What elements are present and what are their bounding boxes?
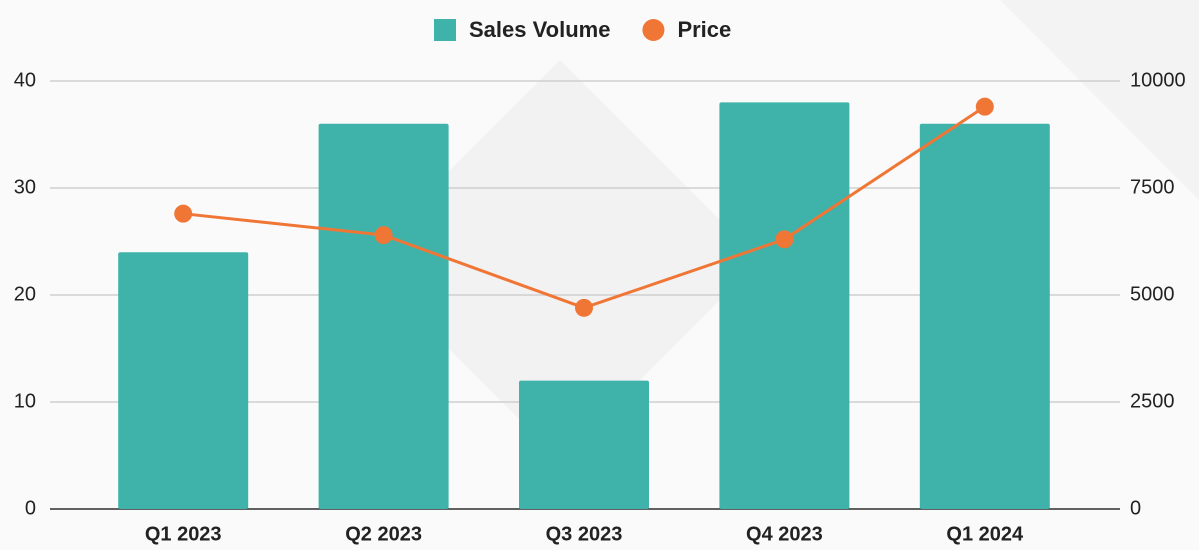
y2-tick-label: 0 bbox=[1130, 497, 1141, 519]
bar bbox=[519, 380, 649, 509]
legend-label: Sales Volume bbox=[469, 17, 610, 42]
y2-tick-label: 2500 bbox=[1130, 390, 1175, 412]
legend-swatch bbox=[642, 19, 665, 41]
x-tick-label: Q3 2023 bbox=[546, 523, 623, 545]
y-tick-label: 10 bbox=[14, 390, 36, 412]
y-tick-label: 40 bbox=[14, 69, 36, 91]
x-tick-label: Q1 2024 bbox=[946, 523, 1024, 545]
legend-label: Price bbox=[677, 17, 731, 42]
x-tick-label: Q1 2023 bbox=[145, 523, 222, 545]
y-tick-label: 0 bbox=[25, 497, 36, 519]
bar bbox=[318, 123, 449, 510]
point bbox=[575, 298, 593, 317]
y2-tick-label: 5000 bbox=[1130, 283, 1175, 305]
y2-tick-label: 10000 bbox=[1130, 69, 1186, 91]
background-shape bbox=[1000, 0, 1199, 200]
y2-tick-label: 7500 bbox=[1130, 176, 1175, 198]
x-tick-label: Q4 2023 bbox=[746, 523, 823, 545]
point bbox=[775, 230, 794, 249]
background-shape bbox=[360, 60, 760, 460]
y-tick-label: 30 bbox=[14, 176, 36, 198]
y-tick-label: 20 bbox=[14, 283, 36, 305]
point bbox=[174, 204, 193, 223]
bar bbox=[919, 123, 1050, 510]
x-tick-label: Q2 2023 bbox=[345, 523, 422, 545]
bar bbox=[719, 102, 850, 510]
point bbox=[374, 226, 393, 245]
legend-swatch bbox=[434, 19, 456, 41]
point bbox=[975, 97, 994, 116]
bar bbox=[118, 252, 249, 509]
